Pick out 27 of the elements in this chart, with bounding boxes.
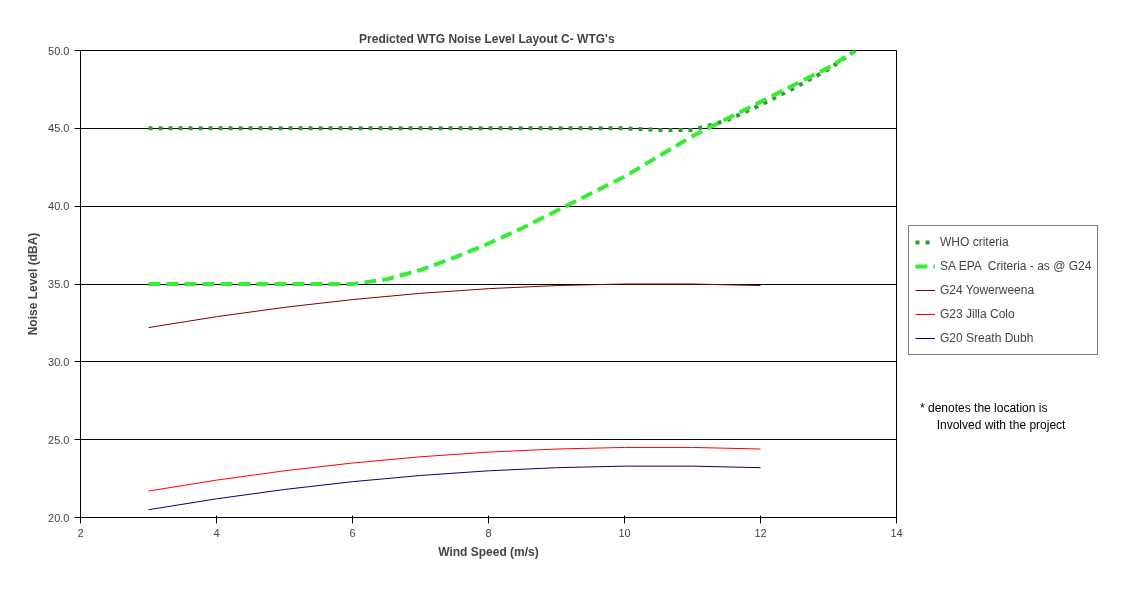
x-tick-label: 10 [618,526,631,539]
y-tick-label: 30.0 [48,355,70,368]
y-tick-label: 45.0 [48,122,70,135]
legend-label: G23 Jilla Colo [940,307,1015,321]
legend-label: WHO criteria [940,235,1009,249]
x-tick-label: 2 [77,526,84,539]
y-tick-label: 20.0 [48,511,70,524]
y-axis-title: Noise Level (dBA) [26,232,41,336]
y-tick-label: 35.0 [48,278,70,290]
y-tick-label: 40.0 [48,200,70,213]
line-series [146,50,858,286]
legend-label: SA EPA Criteria - as @ G24 [940,259,1092,273]
chart-title: Predicted WTG Noise Level Layout C- WTG's [359,31,615,46]
y-tick-label: 50.0 [48,44,70,57]
x-tick-label: 14 [890,526,903,539]
text: * denotes the location is Involved with the project [920,400,1066,435]
line-series [148,446,761,492]
x-tick-label: 8 [485,526,492,539]
legend-label: G24 Yowerweena [940,283,1035,297]
x-axis-title: Wind Speed (m/s) [438,544,539,559]
x-tick-label: 12 [754,526,767,539]
x-tick-label: 4 [213,526,220,539]
x-tick-label: 6 [349,526,356,539]
legend-label: G20 Sreath Dubh [940,331,1034,345]
line-series [148,283,761,329]
line-series [148,465,761,511]
y-tick-label: 25.0 [48,433,70,446]
